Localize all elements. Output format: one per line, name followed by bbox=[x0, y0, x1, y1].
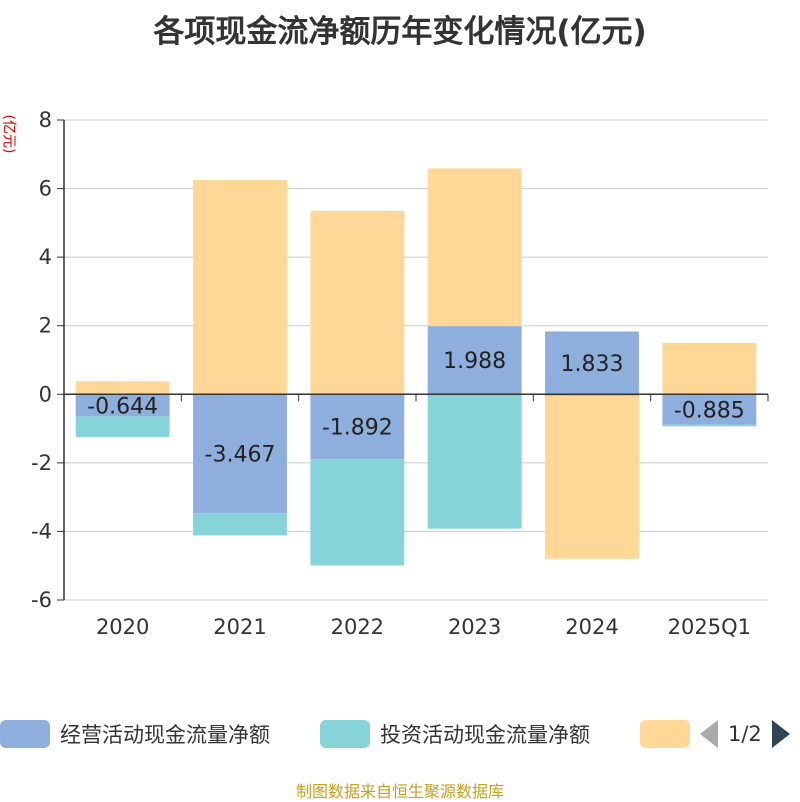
pager-next-icon[interactable] bbox=[771, 720, 790, 748]
pager-prev-icon[interactable] bbox=[700, 720, 718, 748]
bar-series0-2020 bbox=[75, 394, 170, 417]
y-tick-label: -6 bbox=[31, 588, 52, 612]
bar-series2-2023 bbox=[427, 168, 522, 327]
data-label-2022: -1.892 bbox=[322, 416, 393, 441]
data-label-2024: 1.833 bbox=[561, 352, 624, 377]
bar-series1-2023 bbox=[427, 394, 522, 529]
legend-swatch-investing bbox=[320, 720, 370, 748]
y-tick-label: -2 bbox=[31, 451, 52, 475]
x-tick-label: 2021 bbox=[213, 615, 266, 639]
y-tick-label: 0 bbox=[39, 382, 52, 406]
bar-series0-2025Q1 bbox=[662, 394, 757, 425]
y-tick-label: 6 bbox=[39, 177, 52, 201]
x-tick-label: 2020 bbox=[96, 615, 149, 639]
legend-pager: 1/2 bbox=[700, 714, 790, 754]
y-tick-label: 2 bbox=[39, 314, 52, 338]
chart-plot: -6 -4 -2 0 2 4 6 8 2020 2021 2022 2023 2024 2025Q1 -0… bbox=[31, 108, 769, 639]
bar-series1-2021 bbox=[193, 513, 287, 536]
bar-series2-2022 bbox=[310, 210, 405, 395]
bar-series1-2024 bbox=[545, 394, 639, 396]
y-tick-label: 4 bbox=[39, 245, 52, 269]
legend-label-operating: 经营活动现金流量净额 bbox=[60, 723, 270, 747]
bar-series1-2020 bbox=[75, 416, 170, 437]
legend-item-investing[interactable]: 投资活动现金流量净额 bbox=[320, 714, 590, 754]
bar-series2-2024 bbox=[545, 396, 639, 559]
bar-series1-2025Q1 bbox=[662, 424, 757, 427]
source-note: 制图数据来自恒生聚源数据库 bbox=[295, 782, 504, 801]
legend-item-operating[interactable]: 经营活动现金流量净额 bbox=[0, 714, 270, 754]
bar-series2-2020 bbox=[75, 381, 170, 395]
legend-label-investing: 投资活动现金流量净额 bbox=[380, 723, 590, 747]
x-tick-label: 2025Q1 bbox=[668, 615, 751, 639]
bar-series0-2024 bbox=[545, 331, 639, 395]
legend-swatch-third bbox=[640, 720, 690, 748]
label-layer: -0.644 -3.467 -1.892 1.988 1.833 -0.885 bbox=[87, 349, 745, 468]
grid-layer bbox=[64, 119, 768, 601]
bar-series0-2021 bbox=[193, 394, 287, 514]
legend-swatch-operating bbox=[0, 720, 50, 748]
x-tick-label: 2023 bbox=[448, 615, 501, 639]
y-tick-label: -4 bbox=[31, 519, 52, 543]
legend: 经营活动现金流量净额 投资活动现金流量净额 1/2 bbox=[0, 714, 800, 754]
x-tick-label: 2022 bbox=[331, 615, 384, 639]
bar-series0-2023 bbox=[427, 326, 522, 395]
y-tick-label: 8 bbox=[39, 108, 52, 132]
pager-text: 1/2 bbox=[728, 722, 762, 746]
data-label-2021: -3.467 bbox=[205, 443, 276, 468]
bar-series0-2022 bbox=[310, 394, 405, 460]
bar-series1-2022 bbox=[310, 459, 405, 566]
data-label-2025Q1: -0.885 bbox=[674, 398, 745, 423]
bar-layer bbox=[75, 168, 757, 566]
data-label-2023: 1.988 bbox=[443, 349, 506, 374]
bar-series2-2025Q1 bbox=[662, 342, 757, 395]
bar-series2-2021 bbox=[193, 180, 287, 395]
data-label-2020: -0.644 bbox=[87, 394, 158, 419]
axis-layer: -6 -4 -2 0 2 4 6 8 2020 2021 2022 2023 2024 2025Q1 bbox=[31, 108, 769, 639]
x-tick-label: 2024 bbox=[565, 615, 618, 639]
legend-item-third[interactable] bbox=[640, 714, 700, 754]
chart-title: 各项现金流净额历年变化情况(亿元) bbox=[153, 14, 647, 50]
